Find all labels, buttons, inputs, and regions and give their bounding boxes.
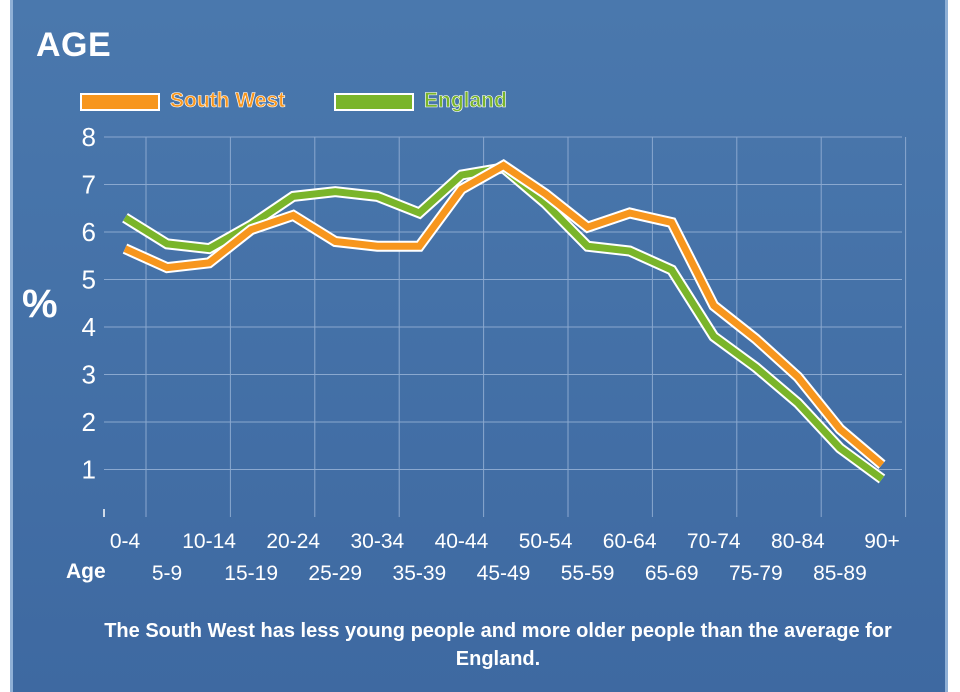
y-tick-label: 3	[82, 360, 96, 390]
legend-label-south-west: South West	[170, 89, 286, 113]
x-tick-label: 15-19	[224, 562, 278, 585]
x-tick-label: 55-59	[561, 562, 615, 585]
y-tick-label: 7	[82, 170, 96, 200]
series-line-south-west	[123, 161, 885, 468]
x-tick-label: 90+	[864, 530, 900, 553]
y-tick-label: 6	[82, 217, 96, 247]
chart-title: AGE	[36, 26, 112, 64]
y-tick-label: 4	[82, 312, 96, 342]
x-tick-label: 75-79	[729, 562, 783, 585]
legend-label-england: England	[424, 89, 507, 113]
x-tick-label: 20-24	[266, 530, 320, 553]
x-tick-label: 35-39	[393, 562, 447, 585]
legend-swatch-england	[334, 93, 414, 111]
x-tick-label: 60-64	[603, 530, 657, 553]
x-tick-label: 5-9	[152, 562, 182, 585]
x-tick-label: 70-74	[687, 530, 741, 553]
x-tick-label: 45-49	[477, 562, 531, 585]
legend-swatch-south-west	[80, 93, 160, 111]
y-axis-label: %	[22, 282, 58, 326]
x-tick-label: 85-89	[813, 562, 867, 585]
x-tick-label: 25-29	[308, 562, 362, 585]
x-tick-label: 10-14	[182, 530, 236, 553]
x-tick-label: 50-54	[519, 530, 573, 553]
y-tick-label: 8	[82, 122, 96, 152]
series-line-england	[123, 164, 885, 482]
x-tick-label: 65-69	[645, 562, 699, 585]
y-tick-label: 5	[82, 265, 96, 295]
chart-caption: The South West has less young people and…	[104, 620, 892, 670]
x-axis-label: Age	[66, 560, 106, 583]
series-outline-england	[122, 162, 886, 484]
y-tick-label: 2	[82, 407, 96, 437]
x-tick-label: 80-84	[771, 530, 825, 553]
chart-panel	[10, 0, 948, 692]
x-tick-label: 40-44	[435, 530, 489, 553]
series-outline-south-west	[122, 159, 886, 469]
y-tick-label: 1	[82, 455, 96, 485]
x-tick-label: 30-34	[350, 530, 404, 553]
line-chart: 1 2 3 4 5 6 7 8 0-4 5-910-14 15-19 20-24 25-29 30-34 3…	[82, 122, 907, 585]
x-tick-label: 0-4	[110, 530, 141, 553]
